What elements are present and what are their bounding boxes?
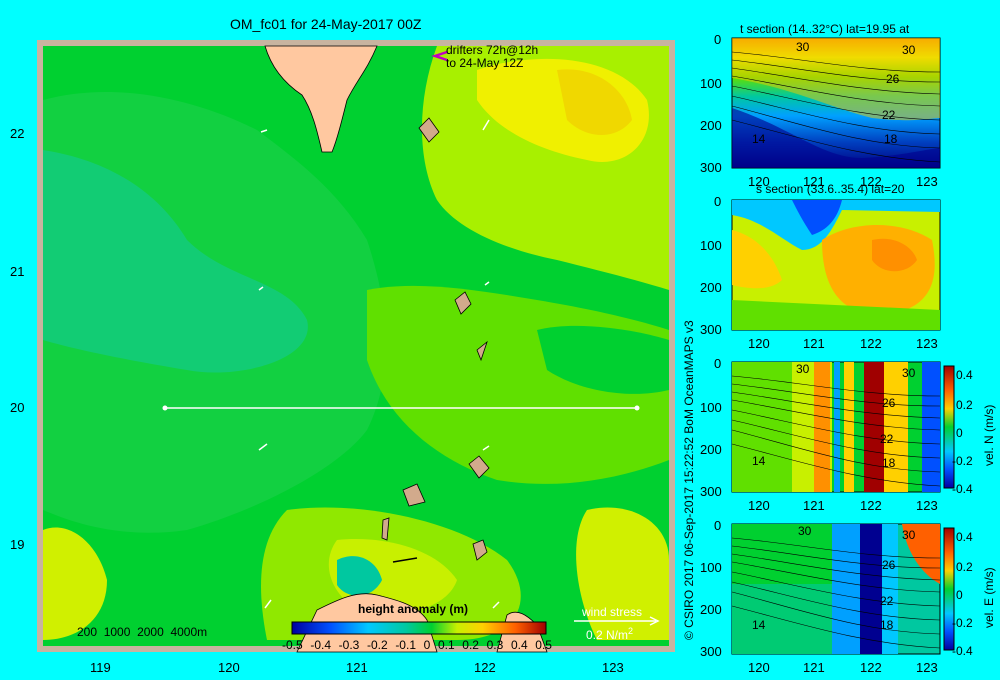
cb-tick: -0.2 <box>952 454 973 468</box>
colorbar-title: height anomaly (m) <box>358 602 469 616</box>
cb-tick: 0.2 <box>956 560 973 574</box>
lat-tick: 20 <box>10 400 25 415</box>
depth-tick: 0 <box>714 194 722 209</box>
lon-tick: 120 <box>218 660 240 675</box>
vel-e-colorbar <box>943 527 955 651</box>
drifters-label-2: to 24-May 12Z <box>446 56 524 70</box>
contour-label: 26 <box>886 72 900 86</box>
cb-tick: 0 <box>956 426 963 440</box>
contour-label: 14 <box>752 132 766 146</box>
wind-arrows <box>258 119 500 609</box>
island <box>418 117 440 143</box>
depth-tick: 100 <box>700 400 722 415</box>
wind-stress-label: wind stress <box>582 605 643 619</box>
depth-tick: 300 <box>700 484 722 499</box>
depth-tick: 200 <box>700 442 722 457</box>
contour-label: 30 <box>796 362 810 376</box>
contour-label: 30 <box>798 524 812 538</box>
cb-tick: 0 <box>956 588 963 602</box>
depth-tick: 300 <box>700 644 722 659</box>
depth-tick: 200 <box>700 118 722 133</box>
contour-label: 22 <box>882 108 896 122</box>
s-section-panel <box>731 199 941 331</box>
contour-label: 18 <box>882 456 896 470</box>
depth-tick: 100 <box>700 560 722 575</box>
cb-tick: -0.4 <box>952 482 973 496</box>
lat-tick: 19 <box>10 537 25 552</box>
contour-label: 30 <box>796 40 810 54</box>
depth-tick: 0 <box>714 356 722 371</box>
depth-tick: 200 <box>700 280 722 295</box>
drifters-label: drifters 72h@12h <box>446 43 539 57</box>
t-section-title: t section (14..32°C) lat=19.95 at <box>740 22 910 36</box>
vel-n-label: vel. N (m/s) <box>982 404 996 466</box>
ssh-map <box>37 40 675 653</box>
lon-tick: 122 <box>474 660 496 675</box>
colorbar-ticks: -0.5 -0.4 -0.3 -0.2 -0.1 0 0.1 0.2 0.3 0.4 0.5 <box>282 638 552 652</box>
vel-n-panel <box>731 361 941 493</box>
depth-tick: 300 <box>700 160 722 175</box>
cb-tick: 0.4 <box>956 368 973 382</box>
t-section-panel <box>731 37 941 169</box>
land-taiwan <box>264 45 378 153</box>
contour-label: 22 <box>880 594 894 608</box>
contour-label: 30 <box>902 366 916 380</box>
cb-tick: -0.2 <box>952 616 973 630</box>
lon-tick: 119 <box>90 660 111 675</box>
depth-tick: 200 <box>700 602 722 617</box>
s-section-title: s section (33.6..35.4) lat=20 <box>756 182 905 196</box>
colorbar <box>291 621 547 635</box>
depth-tick: 300 <box>700 322 722 337</box>
contour-label: 26 <box>882 558 896 572</box>
map-title: OM_fc01 for 24-May-2017 00Z <box>230 16 422 32</box>
lon-tick: 123 <box>602 660 624 675</box>
wind-stress-arrow <box>574 616 660 626</box>
depth-tick: 0 <box>714 32 722 47</box>
contour-label: 14 <box>752 618 766 632</box>
cb-tick: -0.4 <box>952 644 973 658</box>
depth-tick: 100 <box>700 238 722 253</box>
contour-label: 22 <box>880 432 894 446</box>
lat-tick: 21 <box>10 264 25 279</box>
depth-legend: 200 1000 2000 4000m <box>77 625 208 639</box>
vel-e-label: vel. E (m/s) <box>982 567 996 628</box>
depth-tick: 100 <box>700 76 722 91</box>
vel-e-panel <box>731 523 941 655</box>
contour-label: 30 <box>902 528 916 542</box>
vel-n-colorbar <box>943 365 955 489</box>
lon-tick: 121 <box>346 660 368 675</box>
contour-label: 26 <box>882 396 896 410</box>
cb-tick: 0.2 <box>956 398 973 412</box>
cb-tick: 0.4 <box>956 530 973 544</box>
contour-label: 30 <box>902 43 916 57</box>
drifter-marker <box>431 50 448 62</box>
depth-tick: 0 <box>714 518 722 533</box>
contour-label: 18 <box>884 132 898 146</box>
lat-tick: 22 <box>10 126 25 141</box>
credit-text: © CSIRO 2017 06-Sep-2017 15:22:52 BoM Oc… <box>682 320 696 640</box>
contour-label: 18 <box>880 618 894 632</box>
wind-stress-value: 0.2 N/m2 <box>586 626 634 642</box>
contour-label: 14 <box>752 454 766 468</box>
